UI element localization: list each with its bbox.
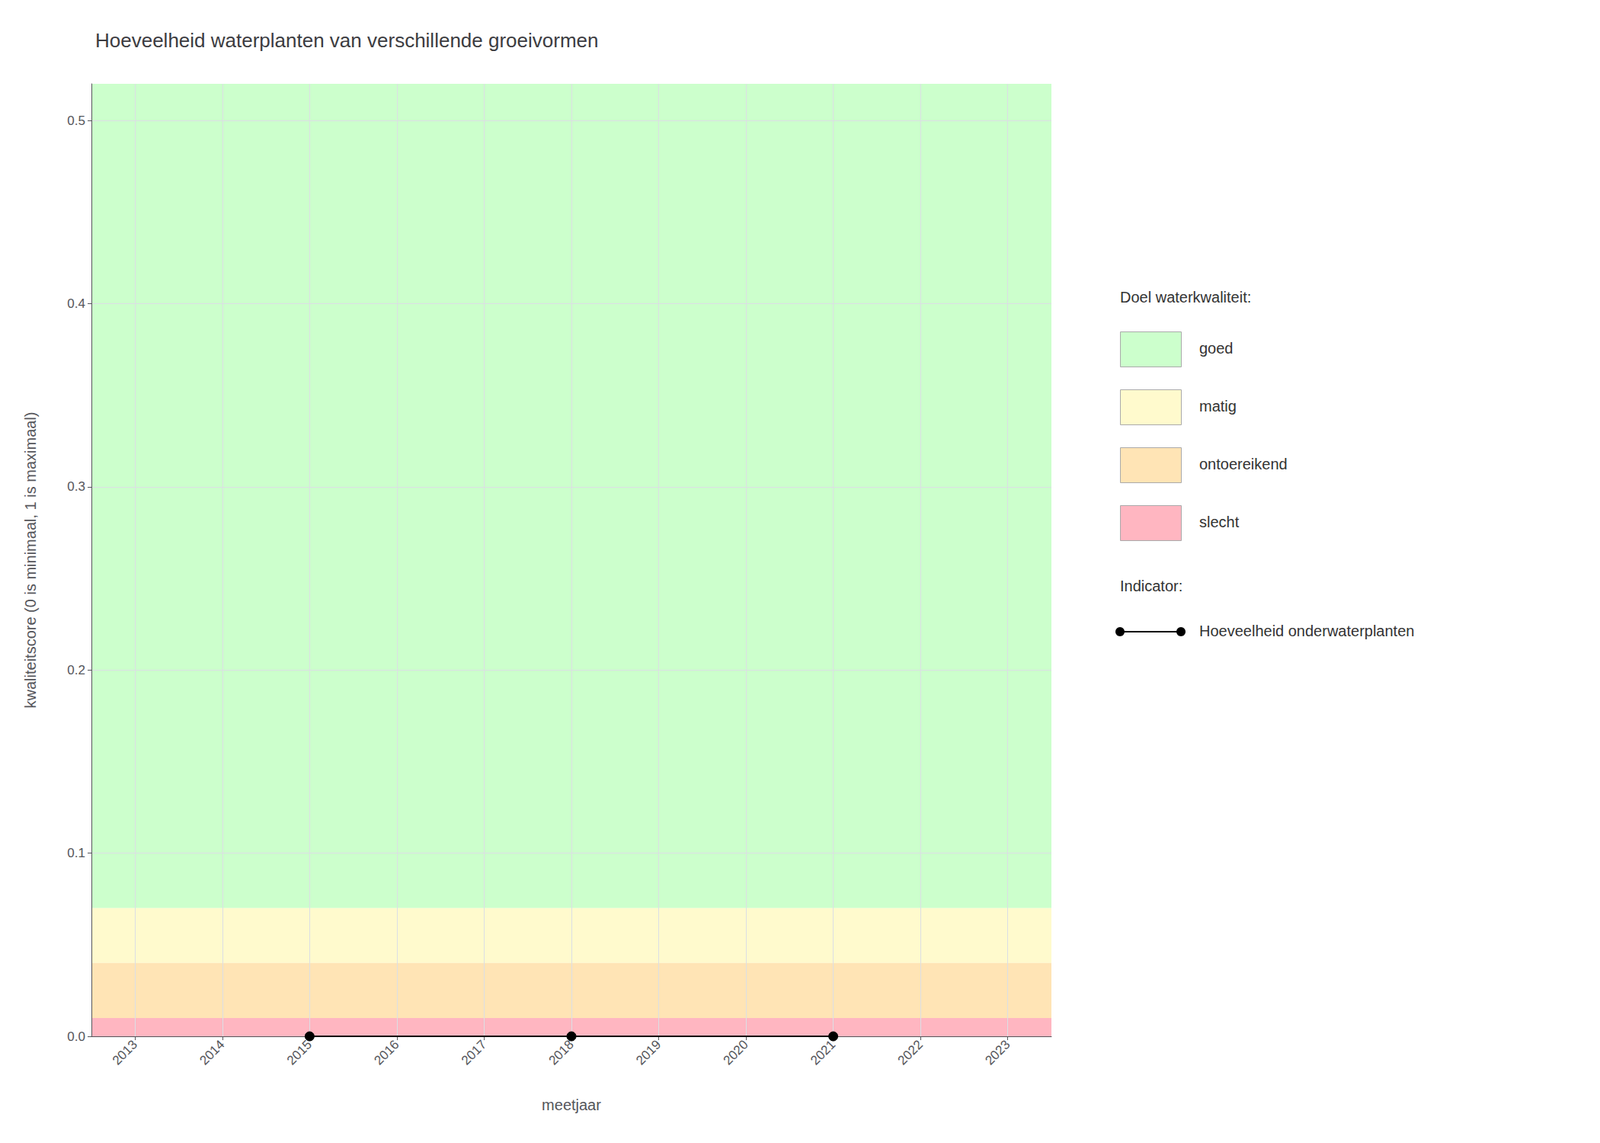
svg-text:2015: 2015	[284, 1036, 315, 1068]
svg-text:0.0: 0.0	[67, 1029, 86, 1044]
svg-text:Hoeveelheid waterplanten van v: Hoeveelheid waterplanten van verschillen…	[95, 28, 599, 52]
svg-text:2013: 2013	[109, 1036, 141, 1068]
svg-text:2022: 2022	[895, 1036, 926, 1068]
svg-text:meetjaar: meetjaar	[541, 1096, 602, 1114]
svg-text:matig: matig	[1199, 397, 1237, 415]
svg-text:2016: 2016	[371, 1036, 402, 1068]
svg-text:Hoeveelheid onderwaterplanten: Hoeveelheid onderwaterplanten	[1199, 622, 1415, 640]
svg-text:Doel waterkwaliteit:: Doel waterkwaliteit:	[1120, 288, 1252, 306]
svg-text:2018: 2018	[546, 1036, 577, 1068]
svg-text:Indicator:: Indicator:	[1120, 577, 1183, 595]
svg-text:2020: 2020	[720, 1036, 752, 1068]
svg-text:2023: 2023	[982, 1036, 1013, 1068]
svg-text:2017: 2017	[458, 1036, 490, 1068]
svg-text:ontoereikend: ontoereikend	[1199, 455, 1288, 473]
svg-text:2021: 2021	[807, 1036, 839, 1068]
svg-text:kwaliteitscore (0 is minimaal,: kwaliteitscore (0 is minimaal, 1 is maxi…	[22, 412, 39, 709]
svg-text:0.5: 0.5	[67, 113, 86, 128]
svg-text:2019: 2019	[633, 1036, 664, 1068]
svg-text:0.3: 0.3	[67, 479, 86, 494]
svg-text:0.1: 0.1	[67, 845, 86, 861]
svg-text:slecht: slecht	[1199, 513, 1240, 531]
svg-text:0.2: 0.2	[67, 662, 86, 678]
svg-text:0.4: 0.4	[67, 296, 86, 311]
svg-text:2014: 2014	[196, 1036, 228, 1068]
svg-text:goed: goed	[1199, 339, 1234, 357]
